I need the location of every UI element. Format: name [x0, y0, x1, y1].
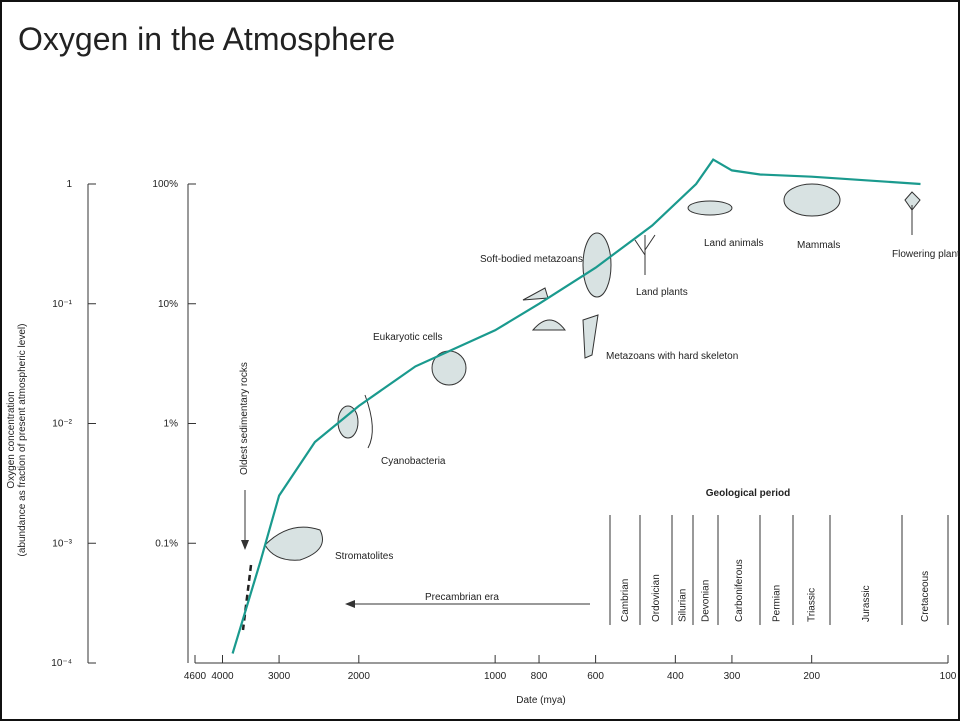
annotation: Stromatolites — [335, 551, 393, 562]
mammal-icon — [784, 184, 840, 216]
annotation: Mammals — [797, 240, 840, 251]
period-label: Silurian — [678, 589, 689, 622]
x-tick-label: 800 — [531, 671, 548, 682]
y-tick-label: 10⁻⁴ — [51, 658, 72, 669]
x-tick-label: 600 — [587, 671, 604, 682]
x-tick-label: 4600 — [184, 671, 207, 682]
annotation: Oldest sedimentary rocks — [239, 362, 250, 475]
y2-tick-label: 10% — [158, 299, 178, 310]
x-tick-label: 2000 — [348, 671, 371, 682]
y-tick-label: 10⁻¹ — [52, 299, 72, 310]
x-tick-label: 100 — [940, 671, 957, 682]
annotation: Precambrian era — [425, 592, 499, 603]
period-label: Permian — [772, 585, 783, 622]
period-label: Cretaceous — [920, 571, 931, 622]
x-tick-label: 200 — [803, 671, 820, 682]
period-title: Geological period — [706, 488, 790, 499]
x-tick-label: 3000 — [268, 671, 291, 682]
slide-title: Oxygen in the Atmosphere — [18, 21, 395, 57]
y-axis-label: Oxygen concentration — [6, 391, 17, 488]
period-label: Triassic — [807, 588, 818, 622]
annotation: Land plants — [636, 287, 688, 298]
annotation: Land animals — [704, 238, 763, 249]
trilobite-icon — [583, 233, 611, 297]
x-tick-label: 4000 — [211, 671, 234, 682]
y-tick-label: 10⁻² — [52, 419, 72, 430]
y-tick-label: 10⁻³ — [52, 538, 72, 549]
annotation: Cyanobacteria — [381, 456, 446, 467]
y2-tick-label: 1% — [164, 419, 179, 430]
annotation: Eukaryotic cells — [373, 332, 442, 343]
period-label: Cambrian — [620, 579, 631, 622]
annotation: Soft-bodied metazoans — [480, 254, 583, 265]
period-label: Carboniferous — [734, 559, 745, 622]
y-tick-label: 1 — [66, 179, 72, 190]
y2-tick-label: 0.1% — [155, 538, 178, 549]
period-label: Ordovician — [651, 574, 662, 622]
annotation: Metazoans with hard skeleton — [606, 351, 738, 362]
insect-icon — [688, 201, 732, 215]
x-tick-label: 400 — [667, 671, 684, 682]
x-axis-label: Date (mya) — [516, 695, 565, 706]
slide: Oxygen in the Atmosphere Oxygen concentr… — [0, 0, 960, 721]
y2-tick-label: 100% — [152, 179, 178, 190]
x-tick-label: 300 — [724, 671, 741, 682]
y-axis-label: (abundance as fraction of present atmosp… — [17, 324, 28, 557]
annotation: Flowering plants — [892, 249, 960, 260]
period-label: Jurassic — [861, 585, 872, 622]
period-label: Devonian — [701, 580, 712, 622]
x-tick-label: 1000 — [484, 671, 507, 682]
